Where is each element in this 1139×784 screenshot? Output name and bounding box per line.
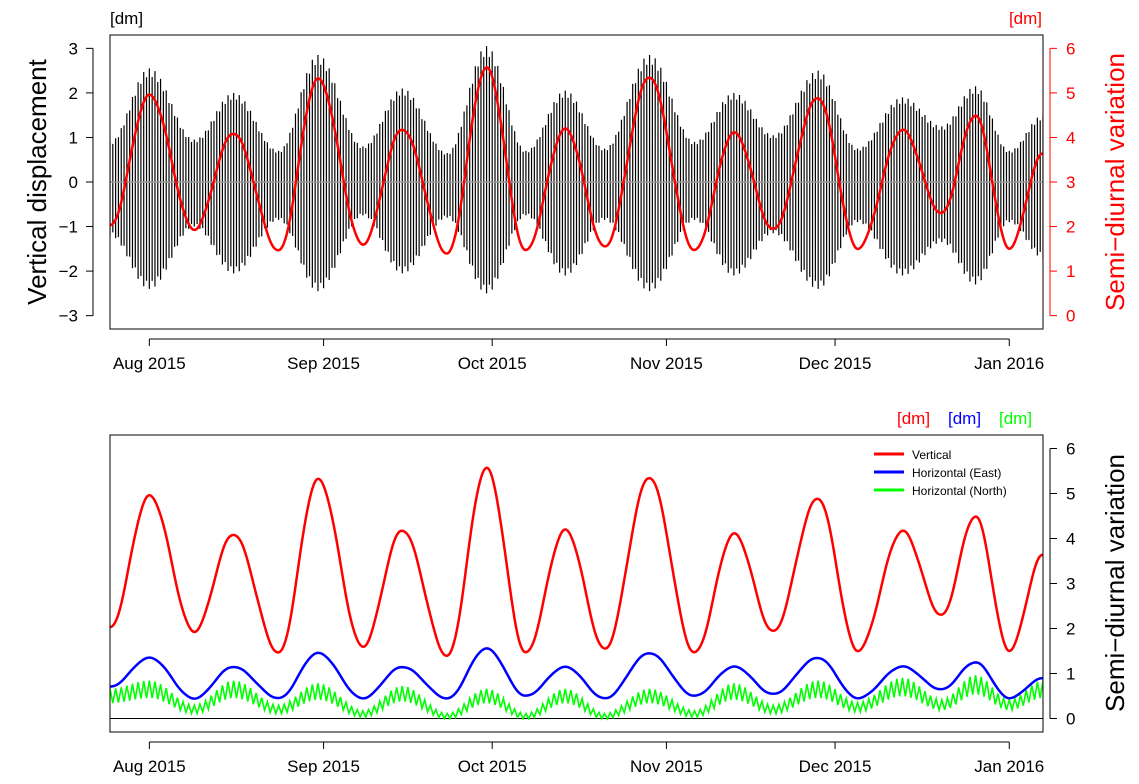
bottom-right-y-axis-tick-label: 5 (1066, 485, 1075, 504)
bottom-right-y-axis-tick-label: 0 (1066, 710, 1075, 729)
top-x-axis-tick-label: Sep 2015 (287, 354, 360, 373)
top-left-y-axis-tick-label: −3 (59, 307, 78, 326)
bottom-x-axis-tick-label: Oct 2015 (458, 757, 527, 776)
bottom-right-y-axis-tick-label: 4 (1066, 530, 1075, 549)
bottom-unit-labels: [dm] [dm] [dm] (897, 409, 1032, 428)
bottom-x-axis-tick-label: Sep 2015 (287, 757, 360, 776)
bottom-right-y-axis-tick-label: 2 (1066, 620, 1075, 639)
top-x-axis-tick-label: Oct 2015 (458, 354, 527, 373)
top-left-y-axis-tick-label: 2 (69, 84, 78, 103)
top-right-unit-label: [dm] (1009, 9, 1042, 28)
top-right-axis-title: Semi−diurnal variation (1100, 53, 1130, 311)
unit-label-vertical: [dm] (897, 409, 930, 428)
bottom-right-y-axis-tick-label: 3 (1066, 575, 1075, 594)
bottom-series-east (110, 647, 1043, 700)
top-left-y-axis-tick-label: −2 (59, 262, 78, 281)
bottom-series-north (110, 674, 1043, 721)
bottom-right-axis-title: Semi−diurnal variation (1100, 454, 1130, 712)
unit-label-east: [dm] (948, 409, 981, 428)
top-plot-frame (109, 34, 1044, 330)
top-right-y-axis-tick-label: 5 (1066, 84, 1075, 103)
bottom-right-y-axis: 0 1 2 3 4 5 6 (1049, 440, 1075, 729)
bottom-x-axis-tick-label: Nov 2015 (630, 757, 703, 776)
top-x-axis-tick-label: Nov 2015 (630, 354, 703, 373)
top-right-y-axis-tick-label: 4 (1066, 128, 1075, 147)
top-left-y-axis-tick-label: −1 (59, 218, 78, 237)
top-plot-area (110, 46, 1043, 294)
top-left-unit-label: [dm] (110, 9, 143, 28)
bottom-right-y-axis-tick-label: 1 (1066, 665, 1075, 684)
top-x-axis-tick-label: Jan 2016 (974, 354, 1044, 373)
top-right-y-axis: 0 1 2 3 4 5 6 (1049, 39, 1075, 326)
bottom-x-axis-tick-label: Aug 2015 (113, 757, 186, 776)
top-x-axis-tick-label: Dec 2015 (799, 354, 872, 373)
legend-label-vertical: Vertical (912, 448, 951, 462)
legend: Vertical Horizontal (East) Horizontal (N… (874, 448, 1007, 498)
top-right-y-axis-tick-label: 1 (1066, 262, 1075, 281)
top-right-y-axis-tick-label: 6 (1066, 39, 1075, 58)
bottom-x-axis: Aug 2015 Sep 2015 Oct 2015 Nov 2015 Dec 2015… (113, 741, 1044, 776)
top-left-y-axis: −3 −2 −1 0 1 2 3 (59, 39, 94, 326)
legend-label-east: Horizontal (East) (912, 466, 1001, 480)
top-left-y-axis-tick-label: 3 (69, 39, 78, 58)
top-x-axis-tick-label: Aug 2015 (113, 354, 186, 373)
top-left-axis-title: Vertical displacement (22, 58, 52, 304)
top-semidiurnal-series (110, 66, 1043, 255)
top-x-axis: Aug 2015 Sep 2015 Oct 2015 Nov 2015 Dec 2015… (113, 338, 1044, 373)
bottom-right-y-axis-tick-label: 6 (1066, 440, 1075, 459)
top-chart-panel: −3 −2 −1 0 1 2 3 0 1 2 3 4 5 6 Aug 2015 Sep 2015 Oct 2… (22, 9, 1130, 373)
top-right-y-axis-tick-label: 3 (1066, 173, 1075, 192)
bottom-series-vertical (110, 466, 1043, 658)
top-left-y-axis-tick-label: 0 (69, 173, 78, 192)
top-left-y-axis-tick-label: 1 (69, 128, 78, 147)
bottom-x-axis-tick-label: Jan 2016 (974, 757, 1044, 776)
bottom-plot-frame (109, 434, 1044, 733)
legend-label-north: Horizontal (North) (912, 484, 1007, 498)
bottom-x-axis-tick-label: Dec 2015 (799, 757, 872, 776)
unit-label-north: [dm] (999, 409, 1032, 428)
bottom-chart-panel: 0 1 2 3 4 5 6 Aug 2015 Sep 2015 Oct 2015 Nov 2015… (109, 409, 1130, 776)
bottom-plot-area (110, 466, 1043, 721)
top-right-y-axis-tick-label: 2 (1066, 218, 1075, 237)
top-right-y-axis-tick-label: 0 (1066, 307, 1075, 326)
